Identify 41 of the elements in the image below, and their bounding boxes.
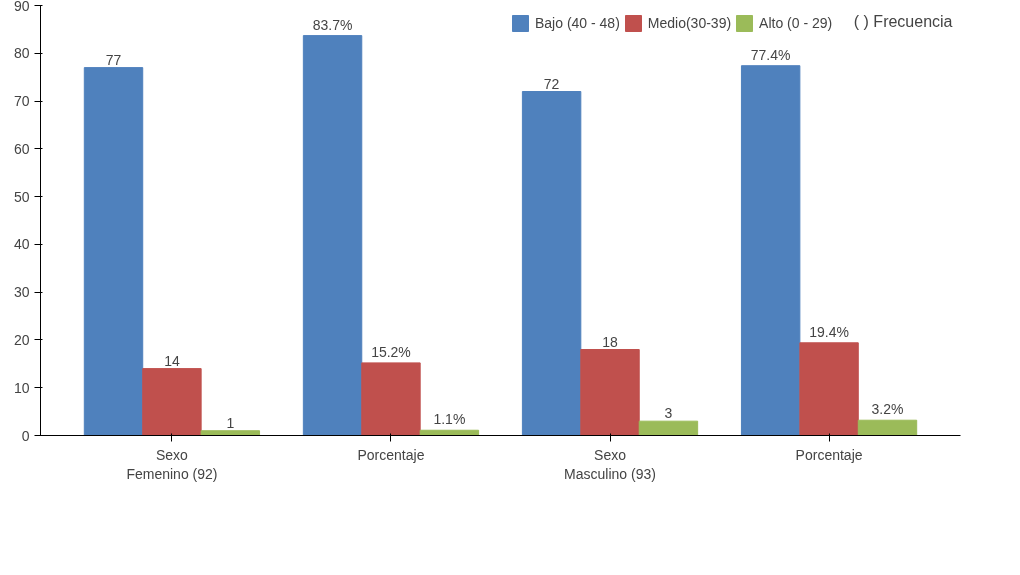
x-tick-label: Porcentaje [795, 446, 863, 463]
data-label: 1.1% [433, 411, 466, 428]
annotation: ( ) Frecuencia [853, 12, 953, 30]
legend-label: Alto (0 - 29) [759, 15, 833, 31]
y-tick-label: 70 [13, 93, 30, 110]
data-label: 83.7% [312, 16, 353, 33]
x-tick-label: Sexo Femenino (92) [126, 446, 218, 482]
bar [580, 349, 640, 436]
legend-label: Medio(30-39) [647, 15, 732, 31]
bar [799, 342, 859, 436]
data-label: 15.2% [371, 343, 411, 360]
data-label: 3 [664, 405, 673, 422]
y-tick-label: 10 [13, 379, 30, 396]
data-label: 14 [164, 352, 180, 369]
data-label: 19.4% [809, 323, 849, 340]
data-label: 3.2% [871, 401, 904, 418]
y-tick-label: 20 [13, 331, 30, 348]
data-label: 1 [226, 414, 235, 431]
legend-label: Bajo (40 - 48) [535, 15, 620, 31]
data-label: 72 [543, 75, 560, 92]
y-tick-label: 80 [13, 45, 30, 62]
data-label: 18 [602, 333, 619, 350]
bar [638, 420, 699, 436]
y-tick-label: 60 [13, 140, 30, 157]
y-tick-label: 30 [13, 284, 30, 301]
bar [740, 65, 801, 436]
bar [361, 362, 421, 436]
x-tick-label: Sexo Masculino (93) [564, 446, 656, 482]
y-tick-label: 50 [13, 188, 30, 205]
bar [302, 35, 363, 436]
bar [83, 67, 144, 436]
bar [857, 419, 918, 436]
y-tick-label: 90 [13, 0, 30, 14]
bar [142, 368, 202, 436]
y-tick-label: 0 [21, 427, 30, 444]
data-label: 77.4% [750, 46, 791, 63]
bar [521, 91, 582, 436]
bar [200, 430, 261, 436]
y-tick-label: 40 [13, 236, 30, 253]
x-tick-label: Porcentaje [357, 446, 425, 463]
data-label: 77 [105, 51, 122, 68]
